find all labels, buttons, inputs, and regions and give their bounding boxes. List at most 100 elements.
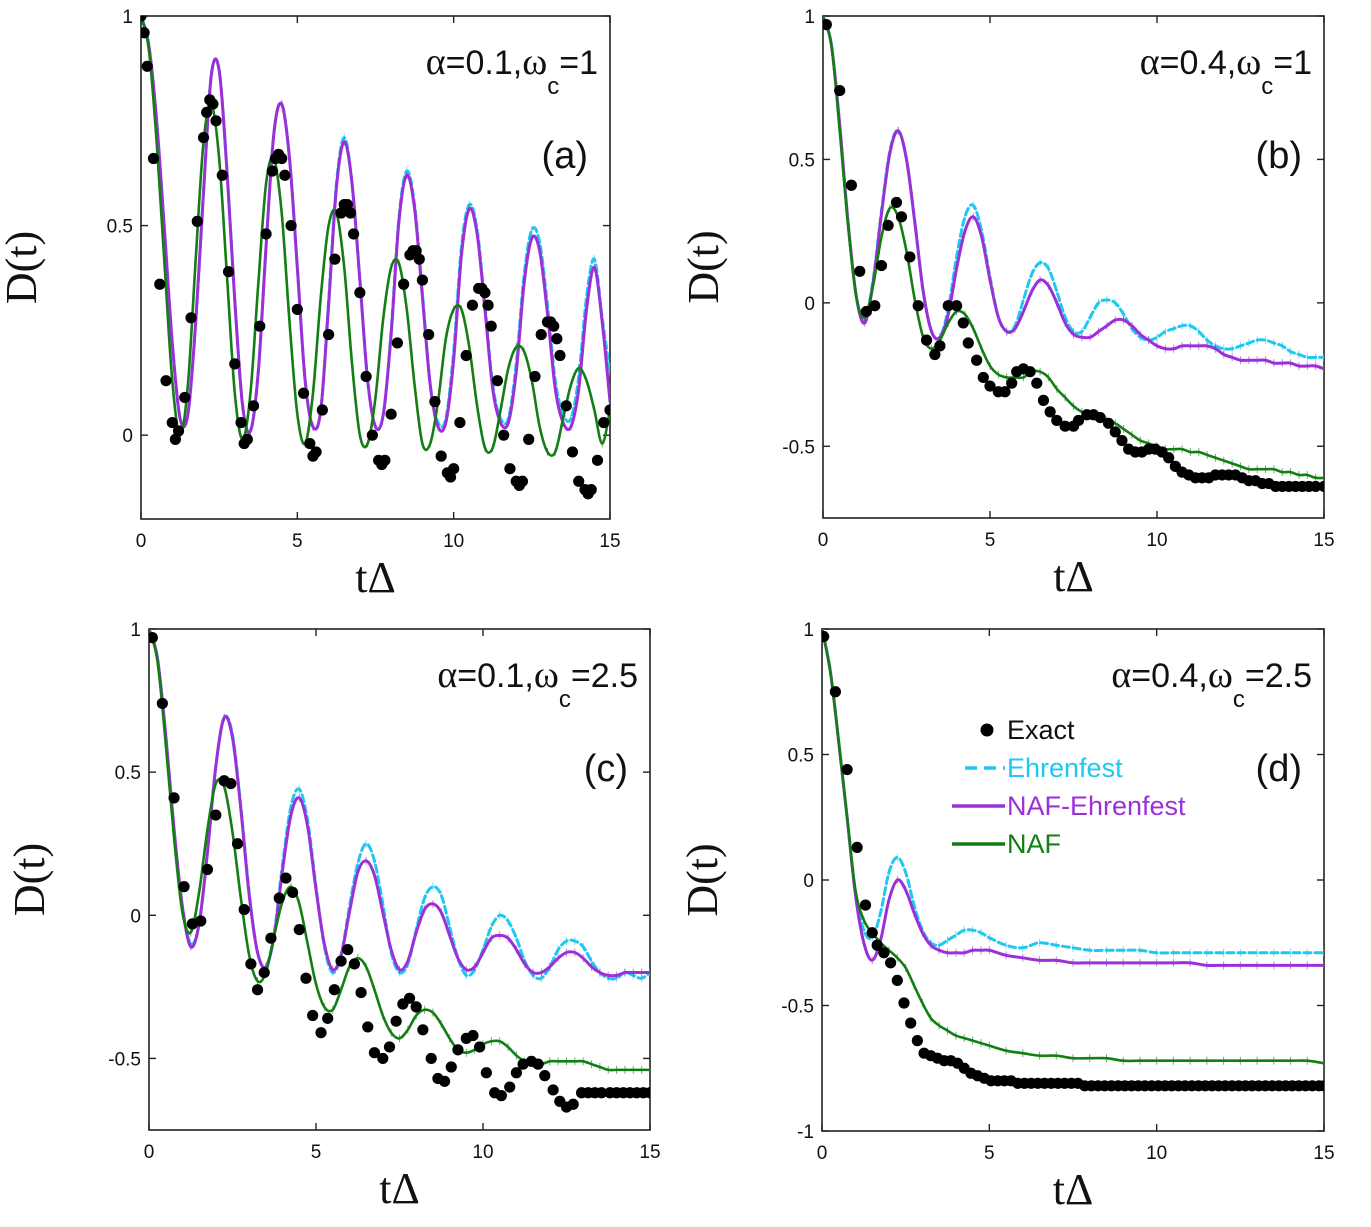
- exact-data-point: [1072, 414, 1085, 427]
- exact-data-point: [1318, 1080, 1324, 1092]
- exact-data-point: [485, 320, 497, 332]
- exact-data-point: [454, 416, 466, 429]
- exact-data-point: [604, 404, 610, 416]
- x-tick-label: 5: [292, 531, 303, 552]
- exact-data-point: [438, 1075, 451, 1087]
- exact-data-point: [495, 1090, 507, 1102]
- y-tick-label: 1: [130, 620, 141, 641]
- exact-data-point: [566, 446, 579, 458]
- x-tick-label: 15: [599, 531, 620, 552]
- y-tick-label: 0: [804, 294, 815, 315]
- exact-data-point: [474, 1041, 486, 1053]
- panel-b: 0 5 10 15 -0.5 0 0.5 1 tΔ D(t) α=0.4,ωc=1 (b): [679, 7, 1335, 601]
- exact-data-point: [585, 484, 597, 496]
- exact-data-point: [548, 320, 560, 332]
- alpha-symbol: α: [437, 654, 457, 696]
- exact-data-point: [829, 686, 841, 698]
- plot-area: [141, 16, 610, 500]
- legend-marker-dot: [980, 723, 994, 737]
- exact-data-point: [141, 16, 147, 22]
- alpha-value: =0.1,: [457, 657, 534, 695]
- legend-item-exact: Exact: [980, 715, 1075, 745]
- alpha-symbol: α: [1140, 41, 1160, 83]
- exact-data-point: [201, 863, 214, 876]
- exact-data-point: [1116, 434, 1128, 447]
- exact-data-point: [1310, 480, 1322, 493]
- y-tick-label: -0.5: [782, 437, 815, 458]
- exact-data-point: [823, 19, 832, 31]
- exact-data-point: [279, 169, 291, 181]
- y-tick-label: 1: [122, 7, 133, 28]
- exact-data-point: [834, 84, 846, 97]
- y-tick-label: 0.5: [107, 217, 133, 238]
- x-tick-label: 0: [144, 1142, 155, 1163]
- omega-subscript: c: [1261, 73, 1273, 100]
- y-tick-label: -0.5: [781, 997, 814, 1018]
- panel-tag: (a): [542, 135, 588, 177]
- exact-data-point: [273, 892, 285, 904]
- exact-data-point: [216, 169, 228, 181]
- exact-data-point: [225, 777, 237, 790]
- exact-data-point: [1024, 366, 1036, 378]
- exact-data-point: [287, 886, 299, 898]
- exact-data-point: [875, 259, 888, 272]
- x-tick-label: 10: [1146, 1143, 1167, 1164]
- exact-data-point: [529, 370, 541, 383]
- series-line-naf-ehrenfest: [149, 629, 650, 978]
- panel-title: α=0.4,ωc=1: [1140, 41, 1312, 100]
- exact-data-point: [258, 966, 270, 979]
- exact-data-point: [231, 838, 244, 850]
- exact-data-point: [598, 416, 610, 429]
- exact-data-point: [247, 400, 260, 412]
- exact-data-point: [951, 300, 963, 312]
- plot-area: [149, 629, 650, 1113]
- exact-data-point: [141, 60, 153, 72]
- exact-data-point: [201, 106, 213, 119]
- y-axis-label: D(t): [678, 843, 727, 916]
- exact-data-point: [539, 1070, 551, 1082]
- exact-data-point: [934, 340, 946, 352]
- x-tick-label: 5: [985, 530, 996, 551]
- y-tick-label: -0.5: [108, 1049, 141, 1070]
- exact-data-point: [595, 1087, 608, 1099]
- exact-data-point: [504, 1081, 516, 1093]
- exact-data-point: [845, 179, 857, 191]
- exact-data-point: [300, 972, 312, 984]
- exact-data-point: [210, 809, 222, 821]
- exact-data-point: [147, 152, 160, 165]
- x-tick-label: 15: [639, 1142, 660, 1163]
- y-axis-label: D(t): [0, 231, 46, 304]
- exact-data-point: [891, 974, 903, 987]
- exact-data-point: [429, 396, 441, 408]
- exact-data-point: [316, 404, 328, 416]
- exact-data-point: [435, 450, 447, 462]
- exact-data-point: [920, 334, 933, 346]
- exact-data-point: [1031, 377, 1043, 389]
- y-tick-label: 0.5: [789, 150, 815, 171]
- exact-data-point: [479, 287, 491, 299]
- exact-data-point: [410, 1001, 422, 1013]
- plot-area: [822, 629, 1324, 1092]
- legend-item-ehrenfest: Ehrenfest: [965, 753, 1123, 783]
- exact-data-point: [168, 792, 180, 804]
- exact-data-point: [962, 337, 974, 349]
- y-tick-label: 0: [803, 871, 814, 892]
- exact-data-point: [307, 1009, 319, 1022]
- exact-data-point: [523, 433, 535, 445]
- exact-data-point: [328, 984, 340, 996]
- exact-data-point: [480, 1067, 492, 1079]
- exact-data-point: [276, 152, 288, 165]
- exact-data-point: [207, 98, 219, 110]
- exact-data-point: [510, 1067, 522, 1079]
- exact-data-point: [222, 266, 235, 278]
- exact-data-point: [254, 320, 266, 332]
- exact-data-point: [322, 1012, 334, 1024]
- exact-data-point: [210, 115, 222, 127]
- plot-frame: [140, 15, 611, 520]
- exact-data-point: [644, 1087, 650, 1099]
- panel-c: 0 5 10 15 -0.5 0 0.5 1 tΔ D(t) α=0.1,ωc=2.5 (c): [5, 620, 661, 1213]
- legend-label: NAF-Ehrenfest: [1007, 791, 1186, 821]
- exact-data-point: [1163, 452, 1175, 464]
- exact-data-point: [197, 131, 210, 144]
- exact-data-point: [379, 454, 391, 466]
